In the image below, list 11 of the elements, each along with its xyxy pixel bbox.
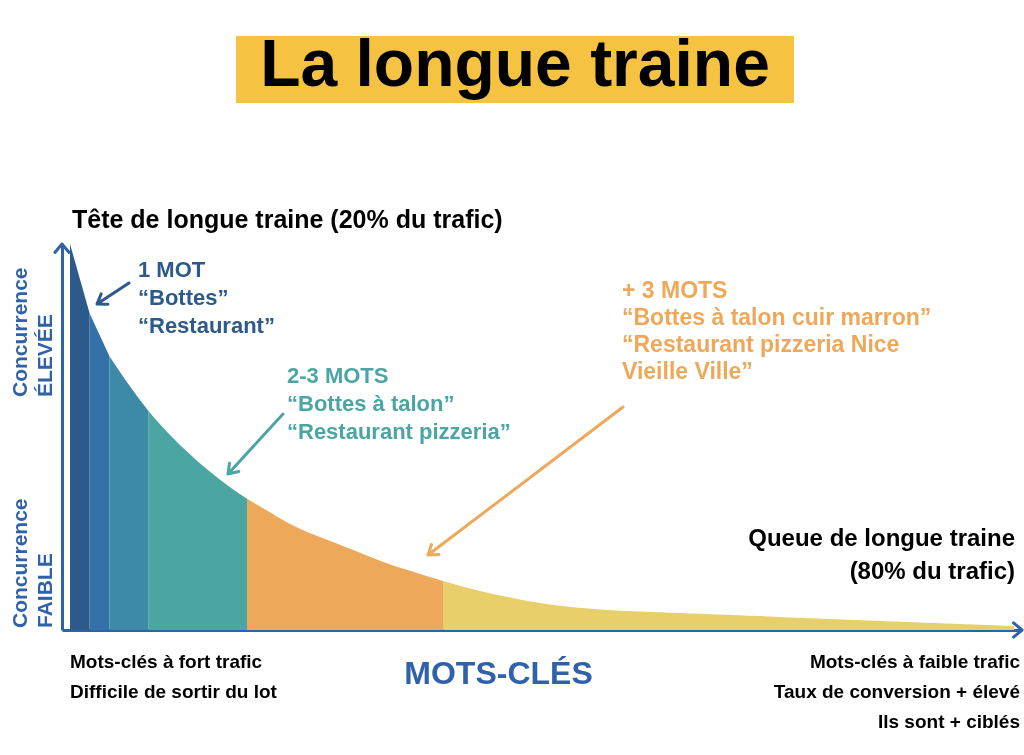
text: Concurrence ÉLEVÉE xyxy=(8,267,56,397)
text: Concurrence FAIBLE xyxy=(8,498,56,628)
text: Mots-clés à fort trafic Difficile de sortir du lot xyxy=(70,651,278,702)
annotation: 2-3 MOTS “Bottes à talon” “Restaurant pizzeria” xyxy=(287,363,511,444)
annotation: 1 MOT “Bottes” “Restaurant” xyxy=(138,257,275,338)
chart-title: La longue traine xyxy=(260,26,770,100)
annotation: + 3 MOTS “Bottes à talon cuir marron” “Restaurant pizzeria Nice Vieille Ville” xyxy=(622,277,932,384)
annotation: Queue de longue traine (80% du trafic) xyxy=(748,524,1015,584)
text: Tête de longue traine (20% du trafic) xyxy=(72,205,503,233)
text: Mots-clés à faible trafic Taux de conversion + élevé Ils sont + ciblés xyxy=(773,651,1021,732)
x-axis-title: MOTS-CLÉS xyxy=(404,654,593,691)
